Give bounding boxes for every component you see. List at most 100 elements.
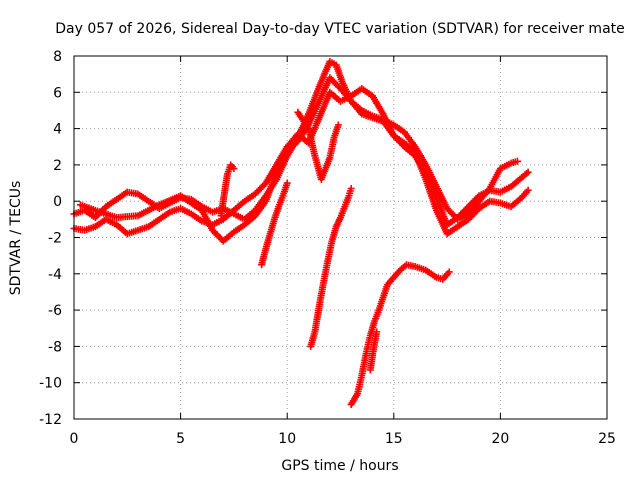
x-tick-label: 5 — [176, 431, 185, 447]
data-trail — [253, 199, 268, 218]
data-trail — [392, 122, 407, 135]
x-tick-label: 20 — [491, 431, 509, 447]
data-trail — [228, 163, 236, 171]
data-trail — [271, 205, 282, 221]
data-trail — [222, 172, 231, 189]
data-trail — [440, 270, 452, 281]
data-trail — [316, 281, 327, 308]
data-trail — [104, 197, 119, 209]
data-trail — [477, 198, 492, 211]
data-trail — [136, 202, 161, 219]
data-trail — [346, 187, 354, 197]
data-trail — [232, 211, 246, 222]
data-trail — [305, 127, 318, 158]
data-trail — [179, 206, 193, 217]
data-trail — [199, 208, 215, 232]
data-trail — [242, 213, 257, 227]
data-trail — [466, 193, 482, 209]
data-trail — [232, 199, 247, 213]
y-tick-label: 4 — [53, 122, 62, 138]
data-trail — [93, 217, 108, 229]
y-tick-label: -2 — [48, 231, 62, 247]
data-trail — [295, 110, 311, 131]
data-trail — [487, 167, 503, 190]
data-trail — [253, 181, 268, 196]
data-trail — [305, 85, 322, 116]
data-trail — [333, 215, 344, 229]
data-trail — [499, 200, 513, 210]
data-trail — [189, 211, 204, 224]
data-trail — [338, 86, 354, 104]
x-tick-label: 10 — [278, 431, 296, 447]
data-trail — [413, 263, 428, 273]
data-trail — [391, 268, 403, 280]
data-trail — [455, 204, 471, 220]
data-trail — [263, 232, 273, 250]
data-trail — [499, 184, 513, 195]
data-trail — [311, 305, 323, 334]
data-trail — [337, 205, 348, 219]
data-trail — [242, 191, 257, 204]
y-tick-label: -4 — [48, 267, 62, 283]
data-trail — [217, 199, 227, 218]
data-trail — [477, 187, 492, 199]
data-trail — [367, 354, 376, 372]
data-trail — [445, 224, 460, 237]
data-trail — [499, 160, 513, 171]
data-trail — [318, 156, 333, 181]
data-trail — [115, 212, 140, 221]
data-trail — [168, 205, 182, 215]
x-tick-label: 0 — [70, 431, 79, 447]
data-trail — [136, 223, 150, 233]
data-series — [70, 57, 532, 408]
data-trail — [367, 319, 378, 337]
series-track-f — [307, 184, 355, 350]
data-trail — [178, 193, 193, 206]
data-trail — [267, 217, 278, 236]
data-trail — [326, 136, 338, 159]
y-tick-label: 6 — [53, 85, 62, 101]
y-tick-label: -8 — [48, 339, 62, 355]
data-trail — [104, 216, 118, 228]
data-trail — [320, 259, 331, 285]
data-trail — [433, 196, 450, 227]
data-trail — [114, 222, 129, 236]
y-tick-label: -12 — [39, 412, 62, 428]
y-axis-label: SDTVAR / TECUs — [8, 181, 24, 296]
data-trail — [83, 223, 97, 233]
data-trail — [94, 207, 118, 221]
data-trail — [220, 185, 229, 203]
data-trail — [146, 217, 161, 229]
data-trail — [333, 63, 346, 85]
data-trail — [360, 111, 374, 121]
data-trail — [305, 99, 322, 127]
series-track-i — [294, 108, 342, 183]
data-trail — [488, 198, 502, 207]
data-trail — [258, 246, 269, 267]
data-trail — [509, 158, 519, 166]
data-trail — [509, 195, 524, 209]
data-trail — [328, 90, 343, 104]
y-tick-label: -10 — [39, 376, 62, 392]
data-trail — [405, 261, 417, 270]
data-trail — [342, 194, 352, 208]
x-tick-label: 25 — [598, 431, 616, 447]
data-trail — [348, 391, 360, 407]
data-trail — [232, 222, 247, 235]
data-trail — [114, 189, 129, 202]
data-trail — [285, 139, 300, 153]
data-trail — [456, 217, 471, 229]
data-trail — [519, 170, 530, 180]
data-trail — [224, 163, 234, 176]
data-trail — [402, 141, 417, 155]
data-trail — [72, 225, 86, 234]
x-tick-label: 15 — [385, 431, 403, 447]
data-trail — [263, 170, 280, 203]
data-trail — [466, 199, 482, 216]
series-track-g — [347, 261, 453, 408]
x-axis-label: GPS time / hours — [281, 458, 398, 474]
data-trail — [381, 119, 396, 138]
data-trail — [372, 308, 382, 323]
data-trail — [221, 230, 236, 244]
